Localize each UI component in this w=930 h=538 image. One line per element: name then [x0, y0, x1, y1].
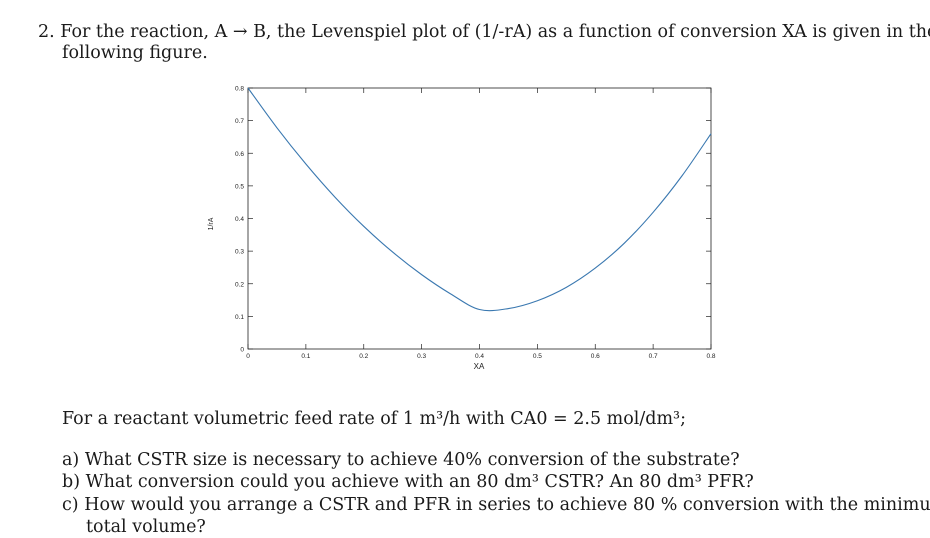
y-tick-label: 0 [240, 347, 244, 354]
y-axis-label: 1/rA [208, 217, 215, 230]
levenspiel-curve [247, 87, 712, 312]
y-tick-label: 0.2 [235, 281, 244, 288]
y-tick-label: 0.6 [235, 151, 244, 158]
y-tick-label: 0.3 [235, 249, 244, 256]
x-tick-label: 0.7 [649, 353, 658, 360]
feed-statement: For a reactant volumetric feed rate of 1… [62, 409, 686, 429]
question-b: b) What conversion could you achieve wit… [62, 472, 754, 492]
x-tick-label: 0.4 [475, 353, 484, 360]
question-line-2: following figure. [62, 43, 208, 63]
x-tick-label: 0.2 [359, 353, 368, 360]
plot-ticks: 0 0.1 0.2 0.3 0.4 0.5 0.6 0.7 0.8 0 0.1 0.2 0.3 0.4 0.… [235, 86, 716, 361]
question-c-line-1: c) How would you arrange a CSTR and PFR … [62, 495, 930, 515]
y-tick-label: 0.5 [235, 183, 244, 190]
x-tick-label: 0 [246, 353, 250, 360]
y-tick-label: 0.4 [235, 216, 244, 223]
y-tick-label: 0.8 [235, 86, 244, 93]
y-tick-label: 0.1 [235, 314, 244, 321]
y-tick-label: 0.7 [235, 118, 244, 125]
question-a: a) What CSTR size is necessary to achiev… [62, 450, 740, 470]
x-tick-label: 0.8 [706, 353, 715, 360]
x-tick-label: 0.5 [533, 353, 542, 360]
x-tick-label: 0.6 [591, 353, 600, 360]
levenspiel-plot: 0 0.1 0.2 0.3 0.4 0.5 0.6 0.7 0.8 0 0.1 0.2 0.3 0.4 0.… [208, 86, 716, 372]
question-c-line-2: total volume? [86, 517, 206, 537]
x-tick-label: 0.1 [301, 353, 310, 360]
x-axis-label: XA [474, 362, 485, 371]
question-line-1: 2. For the reaction, A → B, the Levenspi… [38, 22, 930, 42]
x-tick-label: 0.3 [417, 353, 426, 360]
plot-curve-layer [247, 87, 712, 312]
